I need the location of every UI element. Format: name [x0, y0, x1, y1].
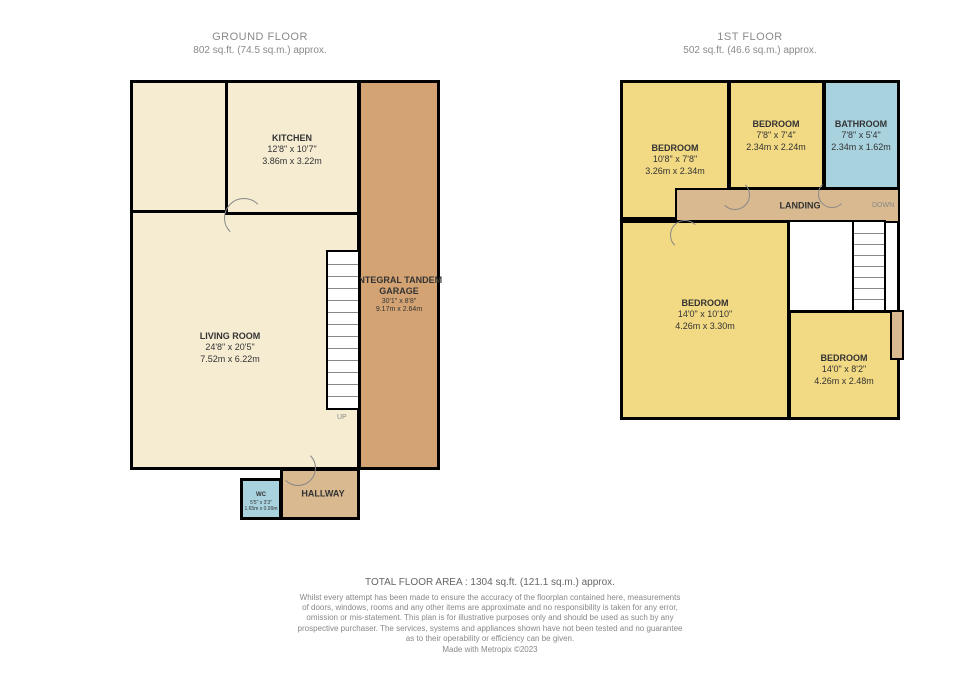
- disclaimer-1: Whilst every attempt has been made to en…: [220, 593, 760, 603]
- first-sub-text: 502 sq.ft. (46.6 sq.m.) approx.: [640, 44, 860, 57]
- disclaimer-2: of doors, windows, rooms and any other i…: [220, 603, 760, 613]
- garage: [358, 80, 440, 470]
- landing: [675, 188, 900, 223]
- first-stairs: [852, 220, 886, 312]
- up-text: UP: [337, 414, 347, 421]
- floorplan-page: GROUND FLOOR 802 sq.ft. (74.5 sq.m.) app…: [0, 0, 980, 683]
- bedroom-4: [788, 310, 900, 420]
- bedroom-2: [728, 80, 825, 190]
- wc: [240, 478, 282, 520]
- first-floor-title: 1ST FLOOR 502 sq.ft. (46.6 sq.m.) approx…: [640, 30, 860, 57]
- stairwell-void: [788, 220, 854, 312]
- ground-floor-plan: KITCHEN 12'8" x 10'7" 3.86m x 3.22m INTE…: [130, 80, 440, 520]
- bedroom-3: [620, 220, 790, 420]
- disclaimer-5: as to their operability or efficiency ca…: [220, 634, 760, 644]
- disclaimer-3: omission or mis-statement. This plan is …: [220, 613, 760, 623]
- disclaimer-6: Made with Metropix ©2023: [220, 645, 760, 655]
- kitchen: [225, 80, 360, 215]
- wardrobe: [890, 310, 904, 360]
- ground-stairs: [326, 250, 360, 410]
- total-area: TOTAL FLOOR AREA : 1304 sq.ft. (121.1 sq…: [220, 576, 760, 589]
- footer: TOTAL FLOOR AREA : 1304 sq.ft. (121.1 sq…: [0, 576, 980, 655]
- down-text: DOWN: [872, 202, 894, 209]
- first-title-text: 1ST FLOOR: [640, 30, 860, 44]
- ground-floor-title: GROUND FLOOR 802 sq.ft. (74.5 sq.m.) app…: [150, 30, 370, 57]
- ground-title-text: GROUND FLOOR: [150, 30, 370, 44]
- ground-sub-text: 802 sq.ft. (74.5 sq.m.) approx.: [150, 44, 370, 57]
- first-floor-plan: BEDROOM 10'8" x 7'8" 3.26m x 2.34m BEDRO…: [620, 80, 900, 420]
- disclaimer-4: prospective purchaser. The services, sys…: [220, 624, 760, 634]
- bathroom: [823, 80, 900, 190]
